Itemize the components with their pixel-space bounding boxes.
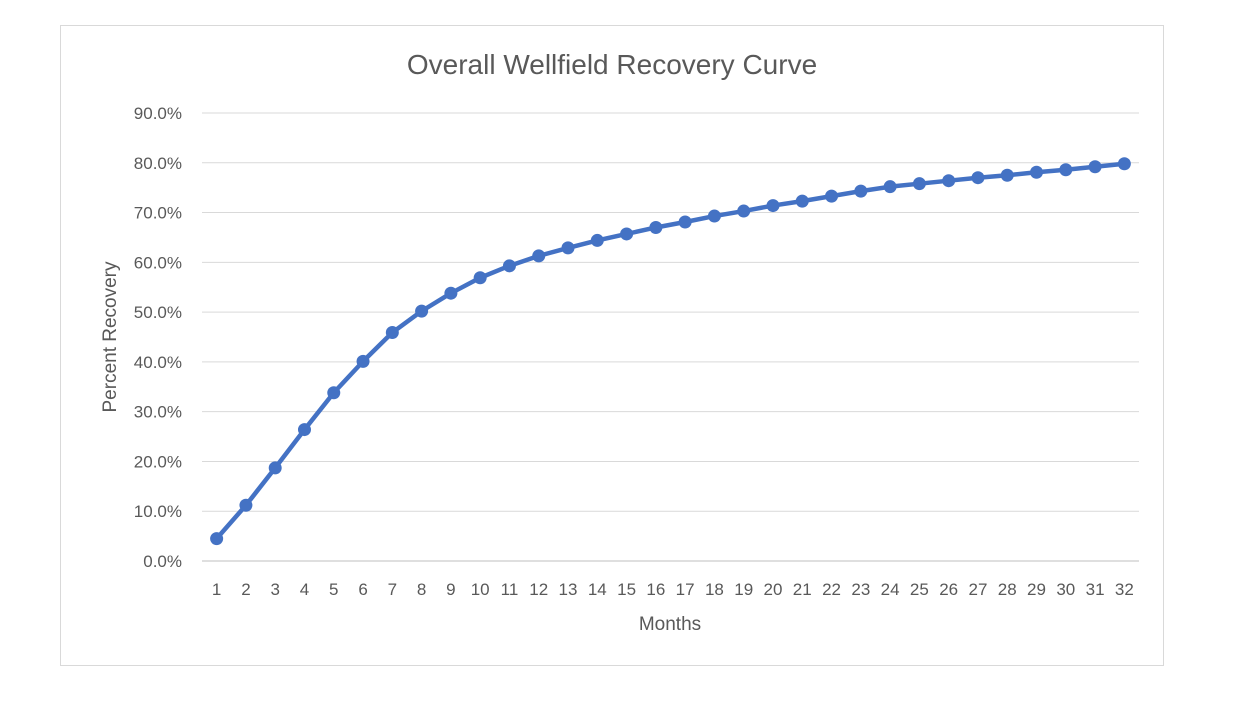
data-point [1030, 165, 1044, 179]
x-tick-label: 31 [1086, 580, 1105, 599]
y-tick-label: 60.0% [134, 253, 182, 272]
x-tick-label: 30 [1056, 580, 1075, 599]
x-tick-label: 14 [588, 580, 607, 599]
x-tick-label: 2 [241, 580, 250, 599]
x-tick-label: 8 [417, 580, 426, 599]
data-point [473, 271, 487, 285]
data-point [210, 532, 224, 546]
x-tick-label: 20 [764, 580, 783, 599]
data-point [707, 209, 721, 223]
data-point [825, 189, 839, 203]
y-axis-title: Percent Recovery [100, 261, 121, 413]
data-point [649, 220, 663, 234]
x-tick-label: 17 [676, 580, 695, 599]
y-axis-ticks: 0.0% 10.0% 20.0% 30.0% 40.0% 50.0% 60.0% 70.0% 8… [134, 104, 182, 571]
data-point [971, 171, 985, 185]
y-tick-label: 50.0% [134, 303, 182, 322]
data-point [532, 249, 546, 263]
y-tick-label: 80.0% [134, 154, 182, 173]
data-point [883, 180, 897, 194]
x-tick-label: 6 [358, 580, 367, 599]
data-point [942, 174, 956, 188]
data-point [678, 215, 692, 229]
x-tick-label: 11 [501, 580, 519, 599]
data-point [1117, 157, 1131, 171]
y-tick-label: 0.0% [143, 552, 182, 571]
data-point [590, 233, 604, 247]
data-point [356, 354, 370, 368]
x-tick-label: 15 [617, 580, 636, 599]
x-tick-label: 18 [705, 580, 724, 599]
data-point [327, 386, 341, 400]
x-tick-label: 32 [1115, 580, 1134, 599]
data-point [415, 304, 429, 318]
y-tick-label: 10.0% [134, 502, 182, 521]
chart-title: Overall Wellfield Recovery Curve [407, 49, 817, 80]
x-tick-label: 3 [270, 580, 279, 599]
data-point [1000, 168, 1014, 182]
series-line [214, 161, 1127, 541]
data-point [239, 498, 253, 512]
y-tick-label: 30.0% [134, 403, 182, 422]
series-group [210, 157, 1131, 546]
x-tick-label: 4 [300, 580, 309, 599]
data-point [737, 204, 751, 218]
data-point [297, 423, 311, 437]
x-tick-label: 12 [529, 580, 548, 599]
data-point [912, 177, 926, 191]
data-point [854, 184, 868, 198]
x-tick-label: 25 [910, 580, 929, 599]
x-tick-label: 19 [734, 580, 753, 599]
data-point [561, 241, 575, 255]
data-point [766, 199, 780, 213]
gridlines [202, 112, 1139, 562]
x-tick-label: 1 [212, 580, 221, 599]
x-tick-label: 26 [939, 580, 958, 599]
data-point [1088, 160, 1102, 174]
x-tick-label: 23 [851, 580, 870, 599]
data-point [1059, 163, 1073, 177]
data-point [444, 286, 458, 300]
x-tick-label: 7 [388, 580, 397, 599]
y-tick-label: 40.0% [134, 353, 182, 372]
data-point [385, 326, 399, 340]
x-tick-label: 5 [329, 580, 338, 599]
x-tick-label: 16 [646, 580, 665, 599]
x-tick-label: 27 [968, 580, 987, 599]
data-point [502, 259, 516, 273]
x-tick-label: 13 [559, 580, 578, 599]
x-tick-label: 21 [793, 580, 812, 599]
data-point [620, 227, 634, 241]
y-tick-label: 90.0% [134, 104, 182, 123]
x-axis-ticks: 1 2 3 4 5 6 7 8 9 10 11 12 13 14 15 16 17 18 19 20 21 22 23 24 2… [212, 580, 1134, 599]
x-tick-label: 28 [998, 580, 1017, 599]
data-point [268, 461, 282, 475]
y-tick-label: 20.0% [134, 452, 182, 471]
x-tick-label: 24 [881, 580, 900, 599]
data-point [795, 194, 809, 208]
x-axis-title: Months [639, 614, 701, 635]
x-tick-label: 29 [1027, 580, 1046, 599]
y-tick-label: 70.0% [134, 204, 182, 223]
x-tick-label: 10 [471, 580, 490, 599]
chart-frame [60, 25, 1164, 666]
x-tick-label: 9 [446, 580, 455, 599]
x-tick-label: 22 [822, 580, 841, 599]
